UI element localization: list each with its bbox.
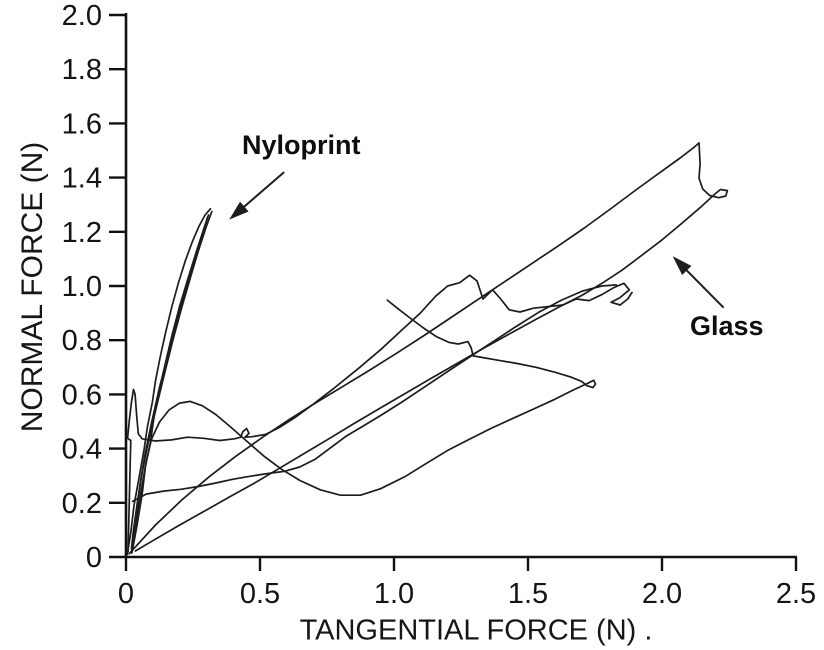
glass-trace (131, 284, 618, 503)
y-tick-label: 1.6 (62, 108, 102, 140)
y-tick-label: 1.8 (62, 54, 102, 86)
y-tick-label: 0.4 (62, 434, 102, 466)
nyloprint-arrow (229, 171, 285, 220)
y-tick-label: 0.2 (62, 488, 102, 520)
nyloprint-trace (126, 207, 212, 556)
glass-trace (130, 299, 597, 554)
y-tick-label: 1.4 (62, 163, 102, 195)
glass-arrow (672, 256, 725, 309)
x-tick-label: 0 (118, 578, 134, 610)
arrow-head-icon (672, 256, 692, 275)
glass-trace (126, 274, 633, 553)
glass-trace (128, 142, 729, 555)
annotation-nyloprint-label: Nyloprint (242, 130, 361, 160)
y-tick-label: 0.8 (62, 325, 102, 357)
annotation-glass-label: Glass (690, 311, 764, 341)
x-tick-label: 0.5 (240, 578, 280, 610)
arrow-head-icon (229, 201, 249, 220)
x-tick-label: 1.0 (374, 578, 414, 610)
arrow-line (239, 171, 285, 212)
nyloprint-trace (130, 210, 213, 550)
y-tick-label: 1.0 (62, 271, 102, 303)
nyloprint-trace (133, 216, 209, 542)
y-tick-label: 1.2 (62, 217, 102, 249)
y-tick-label: 2.0 (62, 0, 102, 32)
y-tick-label: 0 (86, 542, 102, 574)
x-tick-label: 1.5 (508, 578, 548, 610)
x-axis-title: TANGENTIAL FORCE (N) . (299, 614, 653, 647)
nyloprint-trace (131, 214, 210, 554)
axes: 0 0.2 0.4 0.6 0.8 1.0 1.2 1.4 1.6 1.8 2.0 0 0.5 1.0 1.… (62, 0, 816, 610)
y-tick-label: 0.6 (62, 379, 102, 411)
x-tick-label: 2.0 (642, 578, 682, 610)
glass-curves (126, 142, 729, 555)
x-tick-label: 2.5 (776, 578, 816, 610)
y-axis-title: NORMAL FORCE (N) (16, 141, 49, 433)
nyloprint-curves (126, 207, 213, 556)
arrow-line (681, 265, 725, 309)
